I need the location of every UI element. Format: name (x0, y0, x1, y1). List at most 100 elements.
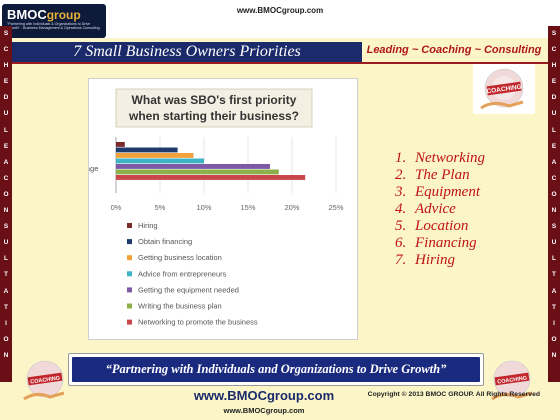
side-letter: U (551, 239, 557, 247)
bar-networking-to-promote-the-business (116, 175, 306, 180)
side-letter: O (551, 335, 557, 343)
side-letter: S (551, 223, 557, 231)
legend-label: Getting the equipment needed (138, 285, 239, 294)
side-letter: T (552, 303, 556, 311)
legend-swatch (127, 303, 132, 309)
priority-number: 1. (395, 150, 407, 166)
priority-number: 7. (395, 252, 407, 268)
slide-tagline: Leading ~ Coaching ~ Consulting (366, 44, 542, 56)
bar-getting-business-location (116, 153, 194, 158)
side-letter: C (551, 174, 557, 182)
priority-item: 6. Financing (395, 235, 485, 252)
chart-title-line-2: when starting their business? (128, 109, 299, 123)
bar-hiring (116, 142, 125, 147)
side-letter: N (551, 207, 557, 215)
priority-item: 4. Advice (395, 201, 485, 218)
side-letter: A (551, 158, 557, 166)
priority-number: 5. (395, 218, 407, 234)
bar-writing-the-business-plan (116, 169, 279, 175)
priority-item: 5. Location (395, 218, 485, 235)
emblem-label-top: COACHING (486, 84, 522, 96)
legend-swatch (127, 255, 132, 261)
priority-number: 4. (395, 201, 407, 217)
priority-item: 2. The Plan (395, 167, 485, 184)
title-rule (12, 62, 548, 64)
side-letter: E (551, 78, 557, 86)
x-tick-label: 0% (111, 203, 122, 212)
top-url[interactable]: www.BMOCgroup.com (236, 6, 324, 15)
side-letter: A (3, 158, 9, 166)
x-tick-label: 10% (196, 203, 211, 212)
priority-item: 1. Networking (395, 150, 485, 167)
priority-text: Hiring (415, 252, 456, 268)
legend-label: Obtain financing (138, 237, 192, 246)
chart-panel: What was SBO's first priority when start… (60, 78, 358, 340)
priority-item: 7. Hiring (395, 252, 485, 269)
side-letter: U (551, 110, 557, 118)
bmoc-logo: BMOCgroup "Partnering with Individuals &… (2, 4, 106, 38)
side-letter: N (3, 351, 9, 359)
side-letter: T (4, 271, 8, 279)
side-letter: A (3, 287, 9, 295)
side-letter: I (553, 319, 555, 327)
side-letter: T (552, 271, 556, 279)
footer-url[interactable]: www.BMOCgroup.com (193, 388, 335, 403)
side-letter: L (552, 126, 556, 134)
priority-number: 2. (395, 167, 407, 183)
emblem-label-bottom-right: COACHING (497, 375, 527, 385)
x-tick-label: 5% (155, 203, 166, 212)
priority-text: Advice (415, 201, 456, 217)
priority-list: 1. Networking 2. The Plan 3. Equipment 4. Advic… (395, 150, 485, 269)
priority-number: 6. (395, 235, 407, 251)
title-band (12, 42, 362, 62)
x-tick-label: 25% (328, 203, 343, 212)
side-letter: D (3, 94, 9, 102)
legend-swatch (127, 287, 132, 293)
copyright-notice: Copyright © 2013 BMOC GROUP. All Rights … (367, 391, 540, 398)
legend-label: Advice from entrepreneurs (138, 269, 227, 278)
priority-text: Networking (415, 150, 485, 166)
legend-label: Hiring (138, 221, 158, 230)
side-letter: O (3, 335, 9, 343)
bottom-url[interactable]: www.BMOCgroup.com (223, 406, 305, 415)
side-letter: O (551, 190, 557, 198)
side-letter: S (3, 30, 9, 37)
priority-number: 3. (395, 184, 407, 200)
legend-swatch (127, 239, 132, 245)
side-letter: T (4, 303, 8, 311)
legend-label: Getting business location (138, 253, 222, 262)
side-letter: H (3, 62, 9, 70)
coaching-globe-icon: COACHING (23, 360, 65, 401)
side-letter: O (3, 190, 9, 198)
bar-getting-the-equipment-needed (116, 164, 270, 169)
side-letter: N (3, 207, 9, 215)
side-letter: E (551, 142, 557, 150)
side-letter: C (551, 46, 557, 54)
bar-obtain-financing (116, 147, 178, 153)
priority-text: Financing (415, 235, 477, 251)
legend-label: Writing the business plan (138, 302, 222, 311)
footer-band (68, 353, 484, 386)
side-letter: A (551, 287, 557, 295)
side-letter: E (3, 142, 9, 150)
side-letter: H (551, 62, 557, 70)
side-letter: L (552, 255, 556, 263)
bar-advice-from-entrepreneurs (116, 158, 204, 164)
side-letter: U (3, 110, 9, 118)
coaching-globe-icon: COACHING (491, 360, 533, 401)
side-letter: E (3, 78, 9, 86)
legend-label: Networking to promote the business (138, 318, 258, 327)
side-letter: C (3, 174, 9, 182)
priority-text: Location (415, 218, 469, 234)
slide-title: 7 Small Business Owners Priorities (73, 43, 301, 60)
logo-tagline: "Partnering with Individuals & Organizat… (7, 22, 100, 30)
side-letter: C (3, 46, 9, 54)
chart-title-line-1: What was SBO's first priority (132, 93, 297, 107)
side-letter: I (5, 319, 7, 327)
legend-swatch (127, 319, 132, 325)
side-letter: D (551, 94, 557, 102)
side-letter: U (3, 239, 9, 247)
legend-swatch (127, 223, 132, 228)
